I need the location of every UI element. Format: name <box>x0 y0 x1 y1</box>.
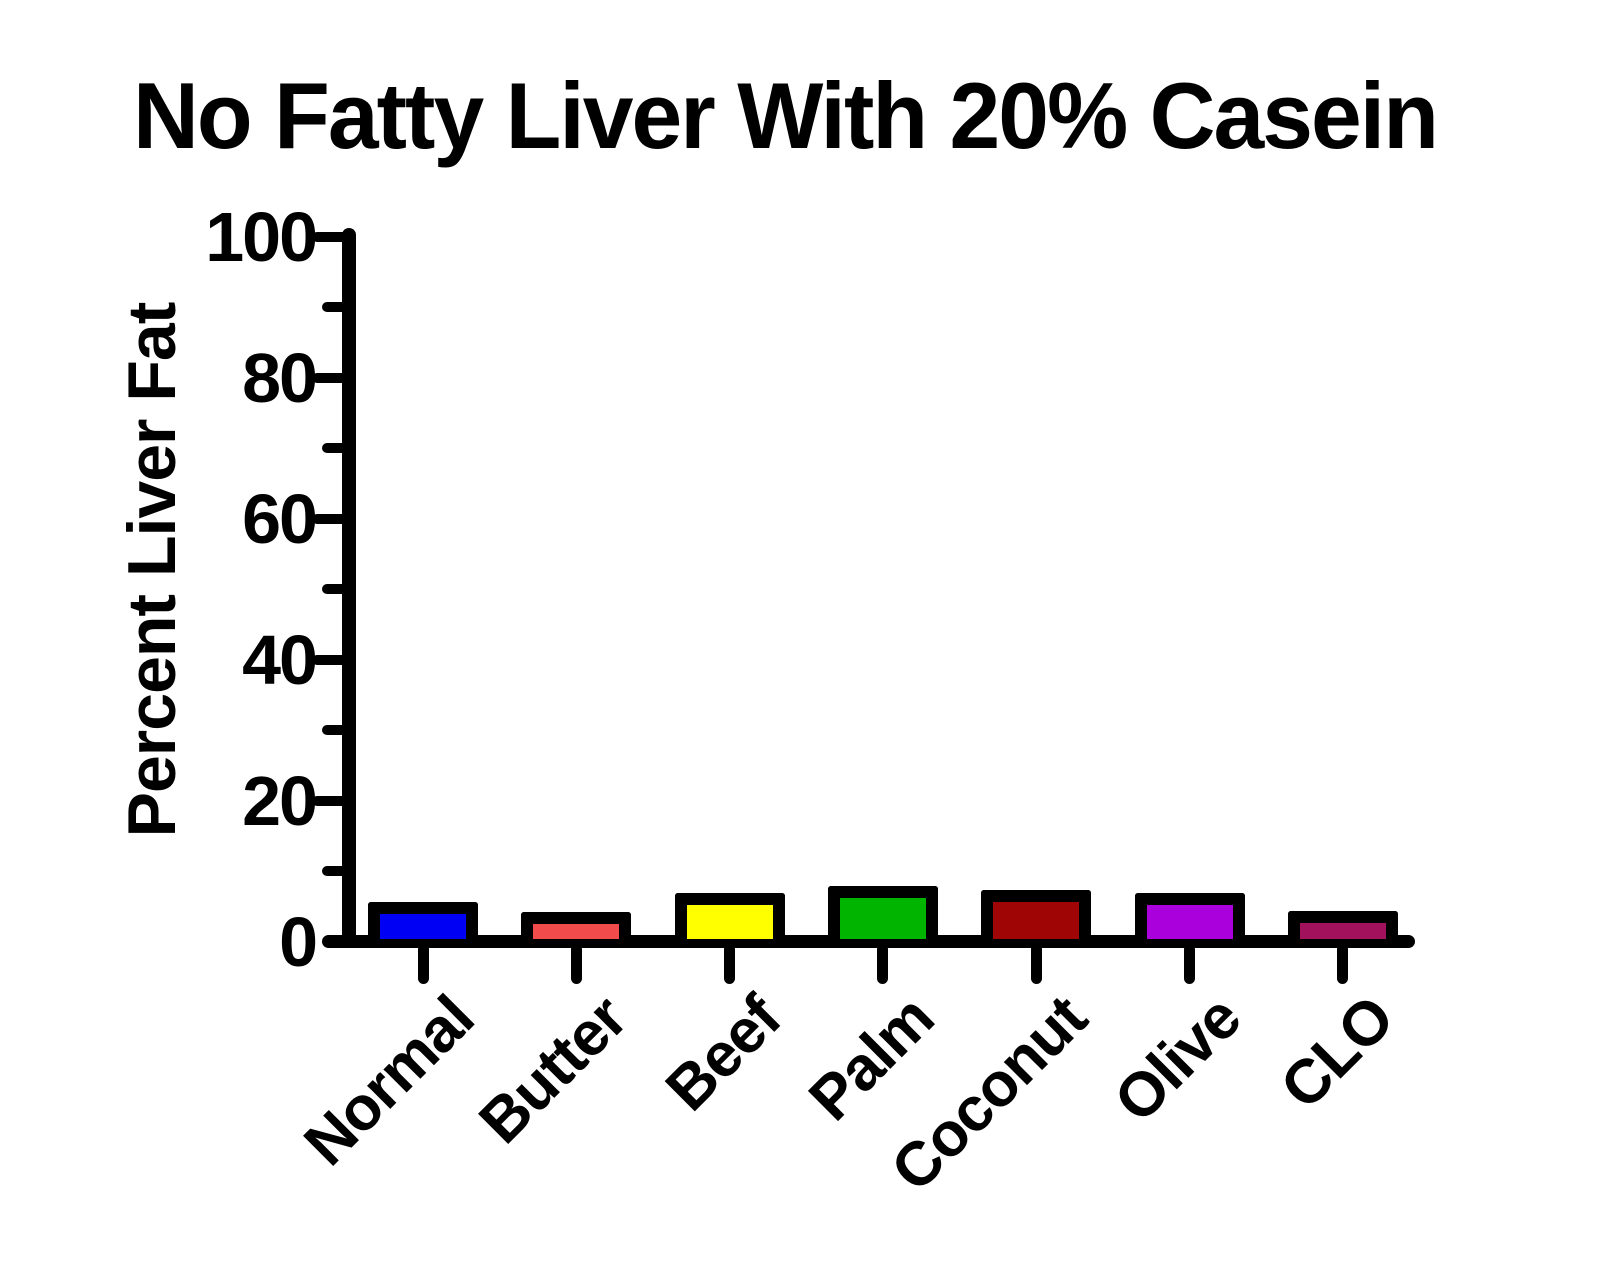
y-tick-label: 0 <box>279 902 318 981</box>
y-tick-label: 60 <box>242 479 318 558</box>
y-tick-minor <box>322 302 348 312</box>
bar-olive <box>1134 893 1245 939</box>
bar-beef <box>674 893 785 939</box>
x-tick-label: Normal <box>291 983 487 1179</box>
x-tick <box>1337 944 1349 984</box>
y-tick-major <box>312 795 348 806</box>
x-tick-label: Butter <box>466 983 641 1157</box>
y-tick-label: 40 <box>242 620 318 699</box>
y-tick-major <box>312 231 348 242</box>
bar-palm <box>827 886 938 939</box>
y-tick-major <box>312 372 348 383</box>
bar-butter <box>521 912 632 939</box>
x-tick-label: Beef <box>652 983 794 1125</box>
x-tick <box>877 944 889 984</box>
y-axis-line <box>342 228 356 948</box>
y-tick-minor <box>322 725 348 735</box>
x-tick <box>417 944 429 984</box>
y-tick-minor <box>322 866 348 876</box>
y-tick-major <box>312 513 348 524</box>
x-tick <box>1184 944 1195 984</box>
chart-title: No Fatty Liver With 20% Casein <box>133 63 1439 168</box>
x-tick <box>724 944 736 984</box>
y-tick-label: 20 <box>242 761 318 840</box>
y-tick-major <box>312 654 348 665</box>
x-tick <box>1030 944 1042 984</box>
y-tick-label: 100 <box>205 197 318 276</box>
bar-coconut <box>981 890 1092 939</box>
y-tick-minor <box>322 584 348 594</box>
y-tick-label: 80 <box>242 338 318 417</box>
x-tick-label: CLO <box>1267 983 1407 1123</box>
x-tick <box>570 944 582 984</box>
x-tick-label: Olive <box>1100 983 1254 1136</box>
y-tick-minor <box>322 443 348 453</box>
bar-normal <box>368 902 478 939</box>
bar-clo <box>1287 911 1398 939</box>
